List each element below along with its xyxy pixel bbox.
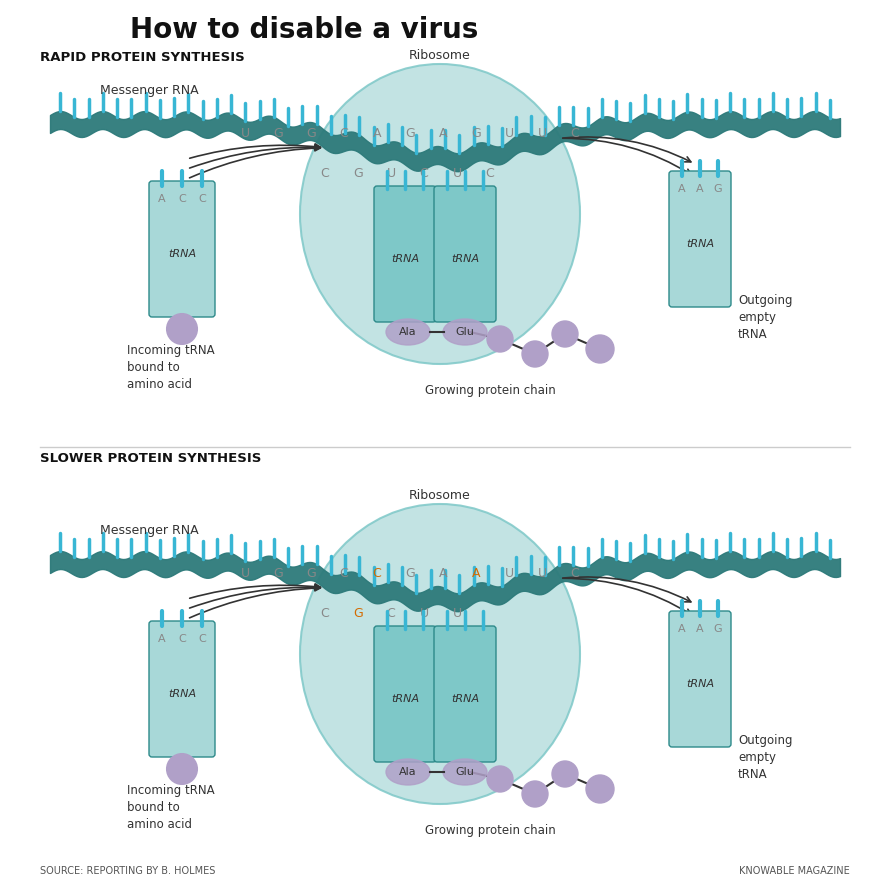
FancyBboxPatch shape [149,621,215,757]
Text: tRNA: tRNA [168,249,196,259]
Text: A: A [696,184,704,194]
Text: Messenger RNA: Messenger RNA [100,84,198,97]
FancyBboxPatch shape [149,181,215,317]
Circle shape [552,321,578,347]
Text: G: G [471,127,481,139]
Text: SLOWER PROTEIN SYNTHESIS: SLOWER PROTEIN SYNTHESIS [40,452,262,465]
Ellipse shape [386,759,430,785]
Text: U: U [386,167,395,180]
Text: C: C [373,567,382,580]
Circle shape [487,766,513,792]
Text: RAPID PROTEIN SYNTHESIS: RAPID PROTEIN SYNTHESIS [40,51,245,64]
Text: U: U [240,127,249,139]
Text: A: A [696,624,704,634]
Text: tRNA: tRNA [391,694,419,704]
Text: Glu: Glu [456,327,474,337]
FancyBboxPatch shape [434,186,496,322]
Text: A: A [678,184,686,194]
Text: G: G [714,184,723,194]
Text: A: A [158,634,166,644]
FancyBboxPatch shape [434,626,496,762]
Text: tRNA: tRNA [686,239,714,249]
Text: Incoming tRNA
bound to
amino acid: Incoming tRNA bound to amino acid [127,784,214,831]
Circle shape [487,326,513,352]
Text: Ala: Ala [400,767,417,777]
Text: SOURCE: REPORTING BY B. HOLMES: SOURCE: REPORTING BY B. HOLMES [40,866,215,876]
Text: A: A [472,567,481,580]
Text: U: U [538,567,546,580]
Text: G: G [353,607,363,620]
Text: U: U [452,607,462,620]
Circle shape [167,754,197,784]
Text: U: U [452,167,462,180]
Text: C: C [486,167,494,180]
Circle shape [522,781,548,807]
Text: Ribosome: Ribosome [409,489,471,502]
Text: Ala: Ala [400,327,417,337]
Text: G: G [353,167,363,180]
Ellipse shape [443,319,487,345]
Text: A: A [678,624,686,634]
Text: G: G [306,567,316,580]
Ellipse shape [300,504,580,804]
Text: Glu: Glu [456,767,474,777]
Text: G: G [405,127,415,139]
Text: How to disable a virus: How to disable a virus [130,16,479,44]
Ellipse shape [386,319,430,345]
Text: C: C [320,167,329,180]
Text: U: U [240,567,249,580]
Text: tRNA: tRNA [168,689,196,699]
Text: G: G [306,127,316,139]
Text: G: G [273,127,283,139]
Ellipse shape [443,759,487,785]
Text: tRNA: tRNA [686,679,714,689]
Text: Outgoing
empty
tRNA: Outgoing empty tRNA [738,294,792,341]
Text: tRNA: tRNA [451,254,479,264]
Text: C: C [320,607,329,620]
Text: C: C [419,167,428,180]
Text: Ribosome: Ribosome [409,49,471,62]
Ellipse shape [300,64,580,364]
Text: U: U [505,567,514,580]
Text: G: G [273,567,283,580]
Text: Growing protein chain: Growing protein chain [425,384,555,397]
Text: C: C [340,127,348,139]
Text: A: A [439,567,448,580]
Text: C: C [178,194,186,204]
Text: A: A [439,127,448,139]
Text: C: C [386,607,395,620]
Text: tRNA: tRNA [391,254,419,264]
Text: G: G [405,567,415,580]
Text: A: A [373,127,381,139]
Circle shape [552,761,578,787]
Text: Outgoing
empty
tRNA: Outgoing empty tRNA [738,734,792,781]
Text: U: U [505,127,514,139]
Text: C: C [198,634,206,644]
Text: C: C [178,634,186,644]
Text: C: C [570,127,579,139]
Text: C: C [198,194,206,204]
Text: A: A [158,194,166,204]
Text: Messenger RNA: Messenger RNA [100,524,198,537]
Text: tRNA: tRNA [451,694,479,704]
FancyBboxPatch shape [374,626,436,762]
Circle shape [522,341,548,367]
Text: U: U [419,607,429,620]
Text: KNOWABLE MAGAZINE: KNOWABLE MAGAZINE [740,866,850,876]
Text: U: U [538,127,546,139]
Text: G: G [714,624,723,634]
Text: Incoming tRNA
bound to
amino acid: Incoming tRNA bound to amino acid [127,344,214,391]
FancyBboxPatch shape [669,171,731,307]
FancyBboxPatch shape [669,611,731,747]
Circle shape [167,314,197,344]
FancyBboxPatch shape [374,186,436,322]
Text: Growing protein chain: Growing protein chain [425,824,555,837]
Circle shape [586,775,614,803]
Circle shape [586,335,614,363]
Text: C: C [340,567,348,580]
Text: C: C [570,567,579,580]
